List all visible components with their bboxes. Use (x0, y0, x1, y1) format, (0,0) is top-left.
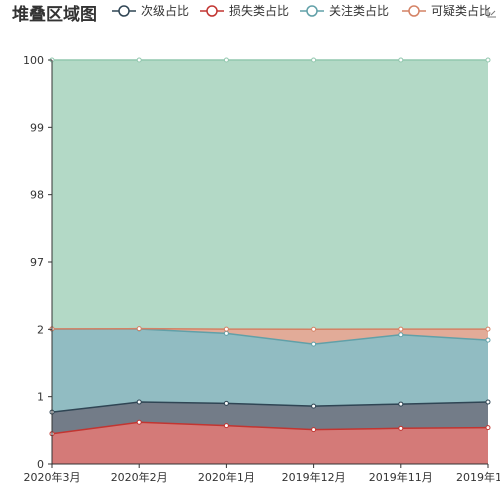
data-point[interactable] (223, 326, 229, 332)
series-area (52, 328, 488, 413)
series-area (52, 422, 488, 464)
data-point[interactable] (485, 57, 491, 63)
x-tick-label: 2019年11月 (369, 470, 433, 484)
data-point[interactable] (223, 330, 229, 336)
y-tick-label: 99 (30, 121, 44, 134)
legend[interactable]: 次级占比 损失类占比 关注类占比 可疑类占比 (112, 3, 491, 18)
legend-marker-icon (306, 5, 318, 17)
y-tick-label: 0 (37, 458, 44, 471)
y-tick-label: 98 (30, 189, 44, 202)
legend-item[interactable]: 可疑类占比 (402, 3, 491, 18)
axes (48, 59, 489, 468)
x-tick-label: 2019年10月 (456, 470, 500, 484)
chart-title: 堆叠区域图 (12, 4, 97, 25)
x-tick-label: 2020年1月 (198, 470, 255, 484)
data-point[interactable] (136, 326, 142, 332)
data-point[interactable] (311, 403, 317, 409)
data-point[interactable] (136, 57, 142, 63)
data-point[interactable] (398, 401, 404, 407)
legend-marker-icon (118, 5, 130, 17)
series-area (52, 402, 488, 434)
y-tick-label: 2 (37, 323, 44, 336)
legend-item[interactable]: 关注类占比 (300, 3, 389, 18)
legend-marker-icon (206, 5, 218, 17)
series-line (51, 421, 489, 435)
series-areas (52, 60, 488, 464)
legend-label: 损失类占比 (229, 3, 289, 18)
series-area (52, 328, 488, 345)
data-point[interactable] (311, 341, 317, 347)
data-point[interactable] (136, 419, 142, 425)
series-line (51, 327, 489, 330)
legend-label: 关注类占比 (329, 3, 389, 18)
data-point[interactable] (223, 57, 229, 63)
data-point[interactable] (223, 423, 229, 429)
x-tick-label: 2020年3月 (24, 470, 81, 484)
data-point[interactable] (398, 425, 404, 431)
data-point[interactable] (311, 427, 317, 433)
data-point[interactable] (223, 400, 229, 406)
series-markers (49, 57, 491, 437)
data-point[interactable] (485, 326, 491, 332)
y-tick-label: 100 (23, 54, 44, 67)
data-point[interactable] (136, 399, 142, 405)
legend-label: 次级占比 (141, 3, 189, 18)
series-area (52, 60, 488, 330)
y-tick-labels: 0 1 2 97 98 99 100 (23, 54, 44, 471)
y-tick-label: 97 (30, 256, 44, 269)
data-point[interactable] (485, 399, 491, 405)
data-point[interactable] (398, 326, 404, 332)
x-tick-label: 2020年2月 (111, 470, 168, 484)
x-tick-label: 2019年12月 (282, 470, 346, 484)
y-tick-label: 1 (37, 391, 44, 404)
data-point[interactable] (485, 337, 491, 343)
series-line (51, 401, 489, 413)
series-lines (51, 59, 489, 435)
data-point[interactable] (398, 332, 404, 338)
legend-item[interactable]: 次级占比 (112, 3, 189, 18)
data-point[interactable] (485, 425, 491, 431)
data-point[interactable] (311, 326, 317, 332)
legend-label: 可疑类占比 (431, 3, 491, 18)
data-point[interactable] (311, 57, 317, 63)
legend-item[interactable]: 损失类占比 (200, 3, 289, 18)
save-icon[interactable] (487, 9, 496, 18)
x-tick-labels: 2020年3月 2020年2月 2020年1月 2019年12月 2019年11月 201… (24, 470, 500, 484)
data-point[interactable] (398, 57, 404, 63)
legend-marker-icon (408, 5, 420, 17)
